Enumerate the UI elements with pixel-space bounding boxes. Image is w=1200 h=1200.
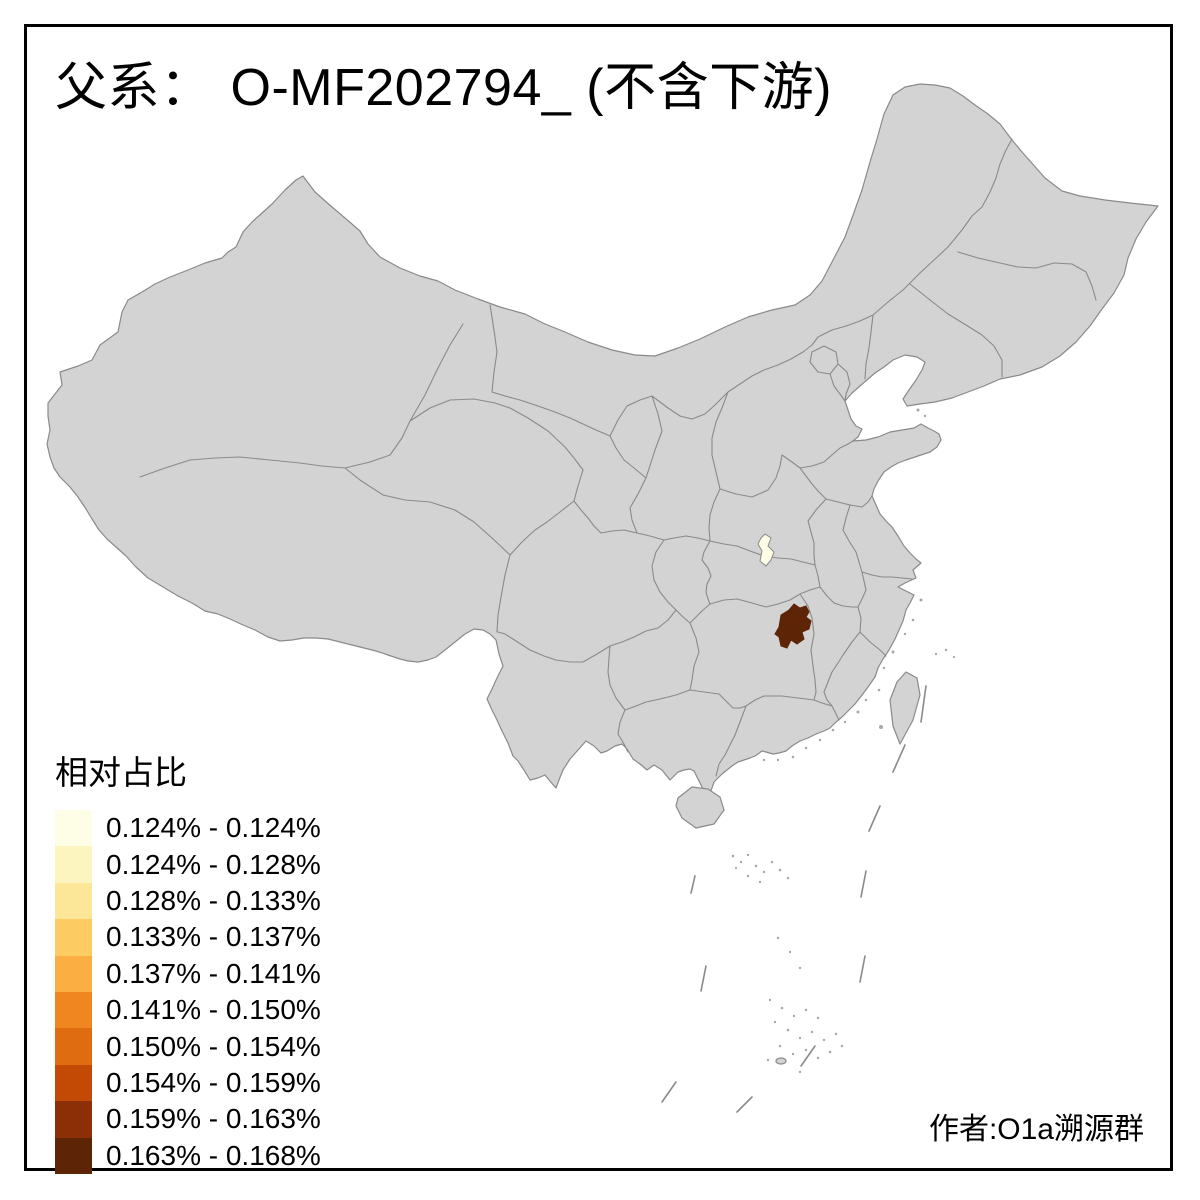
- legend-swatch: [55, 955, 92, 992]
- legend-swatch: [55, 991, 92, 1029]
- land-group: [46, 83, 1159, 1065]
- legend-row: 0.154% - 0.159%: [55, 1064, 321, 1102]
- legend-rows: 0.124% - 0.124% 0.124% - 0.128% 0.128% - 0…: [55, 810, 321, 1174]
- mainland-outline: [46, 83, 1159, 794]
- legend-row: 0.150% - 0.154%: [55, 1028, 321, 1065]
- legend-row: 0.137% - 0.141%: [55, 955, 321, 992]
- legend-swatch: [55, 1028, 92, 1065]
- island-specks: [731, 408, 956, 1074]
- legend-label: 0.137% - 0.141%: [106, 957, 321, 989]
- legend-row: 0.159% - 0.163%: [55, 1101, 321, 1138]
- legend-swatch: [55, 810, 92, 847]
- legend-row: 0.163% - 0.168%: [55, 1137, 321, 1174]
- legend: 相对占比 0.124% - 0.124% 0.124% - 0.128% 0.128…: [55, 746, 321, 1174]
- legend-swatch: [55, 882, 92, 920]
- province-borders: [139, 138, 1097, 777]
- legend-title: 相对占比: [55, 754, 187, 791]
- highlight-region-dark: [774, 603, 812, 649]
- legend-swatch: [55, 1137, 92, 1174]
- legend-row: 0.133% - 0.137%: [55, 919, 321, 956]
- legend-label: 0.163% - 0.168%: [106, 1139, 321, 1171]
- legend-swatch: [55, 1064, 92, 1102]
- legend-row: 0.141% - 0.150%: [55, 991, 321, 1029]
- hainan-island: [675, 786, 725, 829]
- highlight-region-pale: [757, 533, 775, 567]
- legend-label: 0.154% - 0.159%: [106, 1066, 321, 1098]
- legend-label: 0.150% - 0.154%: [106, 1030, 321, 1062]
- title-prefix: 父系：: [55, 59, 213, 117]
- legend-row: 0.128% - 0.133%: [55, 882, 321, 920]
- legend-label: 0.141% - 0.150%: [106, 994, 321, 1026]
- author-credit: 作者:O1a溯源群: [928, 1113, 1144, 1146]
- legend-swatch: [55, 1101, 92, 1138]
- legend-label: 0.124% - 0.128%: [106, 848, 321, 880]
- page-title: 父系： O-MF202794_ (不含下游): [55, 59, 832, 117]
- title-haplogroup: O-MF202794_ (不含下游): [230, 59, 832, 117]
- legend-label: 0.133% - 0.137%: [106, 921, 321, 953]
- legend-label: 0.128% - 0.133%: [106, 884, 321, 916]
- legend-swatch: [55, 919, 92, 956]
- south-sea-islet: [775, 1057, 787, 1065]
- nine-dash-line: [661, 685, 927, 1113]
- legend-label: 0.159% - 0.163%: [106, 1103, 321, 1135]
- taiwan-island: [889, 671, 921, 745]
- legend-swatch: [55, 846, 92, 883]
- legend-label: 0.124% - 0.124%: [106, 812, 321, 844]
- legend-row: 0.124% - 0.128%: [55, 846, 321, 883]
- legend-row: 0.124% - 0.124%: [55, 810, 321, 847]
